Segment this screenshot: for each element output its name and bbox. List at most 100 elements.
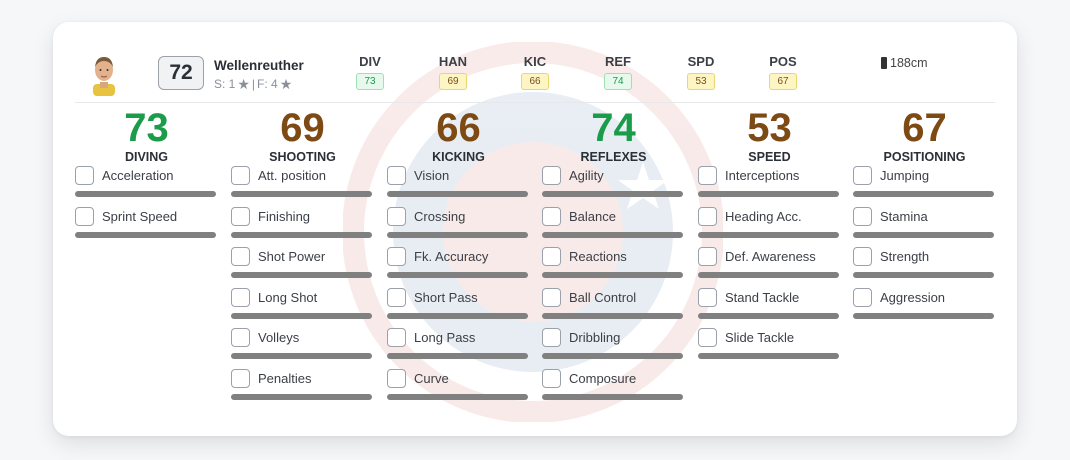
attribute-checkbox[interactable] <box>542 328 561 347</box>
attribute-label: Agility <box>569 168 604 183</box>
attribute-checkbox[interactable] <box>387 287 406 307</box>
attribute-checkbox[interactable] <box>542 368 561 388</box>
attribute-bar <box>542 231 683 238</box>
attribute-checkbox[interactable] <box>542 166 561 185</box>
attribute-label: Long Pass <box>414 330 476 345</box>
player-name[interactable]: Wellenreuther <box>214 58 304 73</box>
attribute-column-reflexes: 74 REFLEXES Agility Balance Reactions Ba… <box>542 106 685 409</box>
attribute-checkbox[interactable] <box>231 206 250 226</box>
attribute-label: Curve <box>414 370 449 386</box>
stat-pill: 73 <box>356 73 384 90</box>
attribute-checkbox[interactable] <box>387 328 406 347</box>
category-value: 74 <box>591 106 636 150</box>
attribute-label: Heading Acc. <box>725 208 802 224</box>
attribute-bar <box>698 353 839 359</box>
attribute-row: Reactions <box>542 247 685 288</box>
attribute-bar <box>698 191 839 197</box>
attribute-label: Dribbling <box>569 330 621 345</box>
attribute-bar <box>387 272 528 278</box>
attribute-bar <box>853 272 994 278</box>
attribute-label: Shot Power <box>258 249 326 264</box>
attribute-row: Curve <box>387 368 530 410</box>
attribute-row: Shot Power <box>231 247 374 288</box>
header-stat-kic: KIC 66 <box>505 54 565 90</box>
attribute-column-positioning: 67 POSITIONING Jumping Stamina Strength … <box>853 106 996 328</box>
attribute-checkbox[interactable] <box>387 206 406 226</box>
attribute-checkbox[interactable] <box>698 328 717 347</box>
category-value: 53 <box>747 106 792 150</box>
attribute-checkbox[interactable] <box>853 206 872 226</box>
height-icon <box>881 57 887 69</box>
attribute-bar <box>542 393 683 400</box>
attribute-checkbox[interactable] <box>231 247 250 266</box>
attribute-checkbox[interactable] <box>387 368 406 388</box>
attribute-row: Long Pass <box>387 328 530 369</box>
stat-pill: 74 <box>604 73 632 90</box>
attribute-row: Acceleration <box>75 166 218 207</box>
attribute-label: Reactions <box>569 249 627 264</box>
header-divider <box>75 102 995 103</box>
attribute-bar <box>698 231 839 238</box>
attribute-checkbox[interactable] <box>387 247 406 266</box>
attribute-label: Sprint Speed <box>102 208 178 224</box>
category-value: 73 <box>124 106 169 150</box>
attribute-checkbox[interactable] <box>698 166 717 185</box>
attribute-row: Strength <box>853 247 996 288</box>
attribute-checkbox[interactable] <box>853 287 872 307</box>
attribute-label: Strength <box>880 249 930 264</box>
attribute-bar <box>231 393 372 400</box>
attribute-bar <box>75 191 216 197</box>
separator: | <box>251 77 256 91</box>
attribute-bar <box>231 353 372 359</box>
attribute-checkbox[interactable] <box>853 247 872 266</box>
stat-pill: 67 <box>769 73 797 90</box>
header-stat-pos: POS 67 <box>753 54 813 90</box>
attribute-label: Att. position <box>258 168 326 183</box>
attribute-bar <box>387 191 528 197</box>
attribute-checkbox[interactable] <box>853 166 872 185</box>
attribute-label: Slide Tackle <box>725 330 795 345</box>
attribute-checkbox[interactable] <box>542 247 561 266</box>
attribute-label: Acceleration <box>102 168 174 183</box>
header-stat-spd: SPD 53 <box>671 54 731 90</box>
attribute-checkbox[interactable] <box>231 368 250 388</box>
attribute-label: Long Shot <box>258 289 318 305</box>
attribute-checkbox[interactable] <box>231 287 250 307</box>
skill-moves-label: S: 1 <box>214 77 236 91</box>
header-stat-div: DIV 73 <box>340 54 400 90</box>
attribute-label: Vision <box>414 168 450 183</box>
attribute-bar <box>698 312 839 319</box>
category-name: KICKING <box>432 150 485 164</box>
attribute-label: Stamina <box>880 208 928 224</box>
attribute-bar <box>542 272 683 278</box>
attribute-checkbox[interactable] <box>231 166 250 185</box>
attribute-checkbox[interactable] <box>542 287 561 307</box>
attribute-column-diving: 73 DIVING Acceleration Sprint Speed <box>75 106 218 247</box>
attribute-row: Ball Control <box>542 287 685 329</box>
attribute-checkbox[interactable] <box>542 206 561 226</box>
attribute-checkbox[interactable] <box>75 206 94 226</box>
attribute-bar <box>542 191 683 197</box>
attribute-bar <box>387 353 528 359</box>
attribute-label: Balance <box>569 208 616 224</box>
attribute-checkbox[interactable] <box>698 247 717 266</box>
stat-pill: 69 <box>439 73 467 90</box>
attribute-bar <box>387 393 528 400</box>
player-avatar <box>93 57 115 96</box>
attribute-checkbox[interactable] <box>698 206 717 226</box>
attribute-checkbox[interactable] <box>387 166 406 185</box>
attribute-checkbox[interactable] <box>75 166 94 185</box>
attribute-label: Aggression <box>880 289 946 305</box>
attribute-checkbox[interactable] <box>231 328 250 347</box>
attribute-bar <box>542 353 683 359</box>
attribute-bar <box>853 312 994 319</box>
attribute-row: Jumping <box>853 166 996 207</box>
overall-rating: 72 <box>158 56 204 90</box>
attribute-checkbox[interactable] <box>698 287 717 307</box>
attribute-row: Crossing <box>387 206 530 248</box>
attribute-bar <box>75 231 216 238</box>
attribute-label: Jumping <box>880 168 930 183</box>
category-name: SHOOTING <box>269 150 336 164</box>
stat-pill: 53 <box>687 73 715 90</box>
attribute-bar <box>698 272 839 278</box>
